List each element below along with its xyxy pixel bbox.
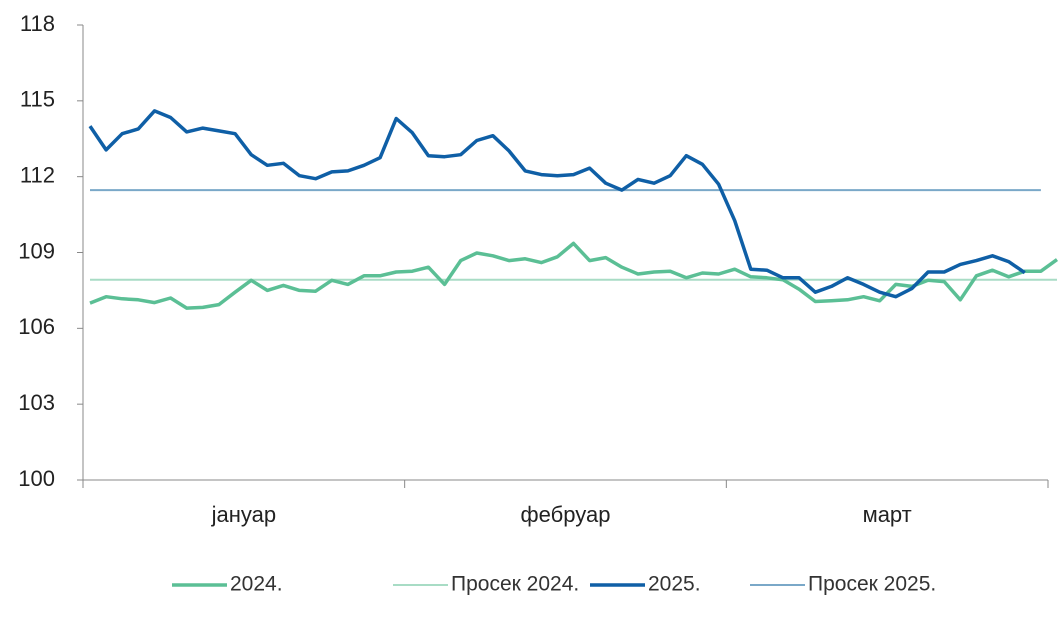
series-line [89, 241, 1059, 310]
series-line [88, 109, 1026, 299]
legend-label: 2025. [648, 573, 701, 596]
legend: 2024. Просек 2024. 2025. Просек 2025. [172, 573, 936, 596]
month-label: фебруар [521, 502, 611, 527]
y-tick-label: 118 [20, 11, 55, 36]
legend-label: Просек 2024. [451, 573, 579, 596]
legend-label: Просек 2025. [808, 573, 936, 596]
y-tick-label: 109 [18, 238, 55, 263]
y-tick-label: 103 [18, 390, 55, 415]
y-tick-label: 100 [18, 466, 55, 491]
month-label: март [863, 502, 912, 527]
month-label: јануар [211, 502, 277, 527]
y-tick-label: 115 [20, 87, 55, 112]
legend-label: 2024. [230, 573, 283, 596]
y-tick-label: 112 [20, 162, 55, 187]
y-tick-label: 106 [18, 314, 55, 339]
